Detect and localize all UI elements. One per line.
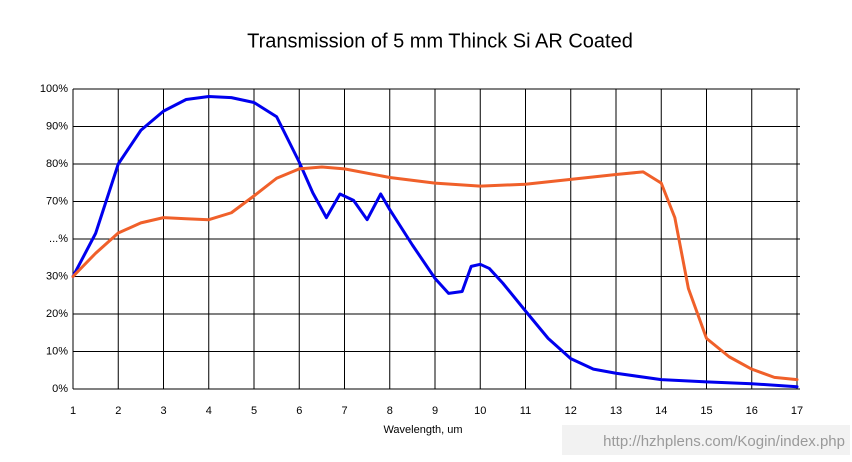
- line-series: [71, 165, 799, 382]
- x-tick-label: 1: [70, 405, 76, 417]
- x-tick-label: 5: [251, 405, 257, 417]
- y-tick-label: 0%: [52, 383, 68, 395]
- x-tick-label: 12: [565, 405, 577, 417]
- x-tick-label: 10: [474, 405, 486, 417]
- y-tick-label: 80%: [46, 158, 68, 170]
- x-tick-label: 15: [700, 405, 712, 417]
- y-tick-label: 20%: [46, 308, 68, 320]
- x-tick-label: 11: [520, 405, 531, 417]
- x-tick-label: 8: [387, 405, 393, 417]
- y-tick-label: 30%: [46, 270, 68, 282]
- x-tick-label: 9: [432, 405, 438, 417]
- watermark: http://hzhplens.com/Kogin/index.php: [603, 433, 845, 450]
- watermark-bg: [562, 425, 850, 455]
- x-tick-label: 4: [206, 405, 212, 417]
- x-tick-label: 6: [296, 405, 302, 417]
- y-tick-label: 90%: [46, 120, 68, 132]
- x-tick-label: 14: [655, 405, 667, 417]
- x-tick-label: 2: [115, 405, 121, 417]
- x-tick-label: 13: [610, 405, 622, 417]
- y-tick-label: ...%: [49, 233, 68, 245]
- x-tick-label: 17: [791, 405, 803, 417]
- x-axis-label: Wavelength, um: [383, 424, 462, 436]
- x-tick-label: 7: [341, 405, 347, 417]
- y-tick-label: 10%: [46, 345, 68, 357]
- x-tick-label: 16: [746, 405, 758, 417]
- chart-title: Transmission of 5 mm Thinck Si AR Coated: [247, 30, 633, 52]
- y-tick-label: 70%: [46, 195, 68, 207]
- x-tick-label: 3: [160, 405, 166, 417]
- y-tick-label: 100%: [40, 83, 68, 95]
- line-series: [71, 95, 799, 389]
